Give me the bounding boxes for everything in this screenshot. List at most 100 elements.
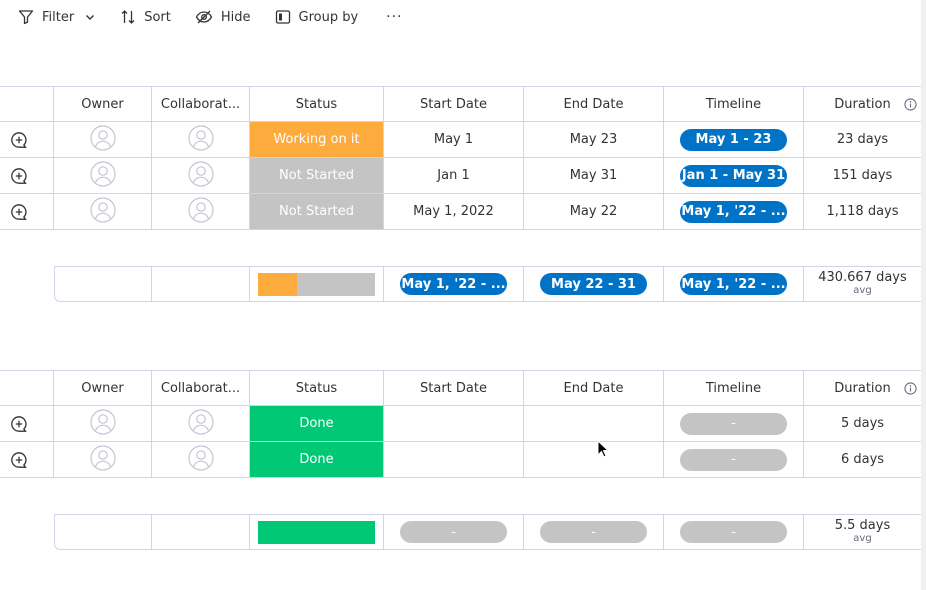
info-icon[interactable] (904, 382, 917, 395)
status-bar-segment[interactable] (296, 272, 375, 296)
status-label[interactable]: Done (250, 442, 383, 477)
scrollbar-track[interactable] (921, 0, 926, 590)
collaborators-cell[interactable] (152, 122, 250, 158)
status-bar-segment[interactable] (258, 520, 375, 544)
timeline-cell[interactable]: May 1 - 23 (664, 122, 804, 158)
summary-end-date[interactable]: May 22 - 31 (524, 266, 664, 302)
add-update-icon[interactable] (10, 415, 28, 433)
timeline-pill[interactable]: May 1 - 23 (680, 128, 787, 151)
sort-button[interactable]: Sort (120, 9, 171, 25)
add-update-cell[interactable] (0, 122, 54, 158)
status-cell[interactable]: Not Started (250, 158, 384, 194)
table-row[interactable]: Done -5 days (0, 406, 921, 442)
add-update-cell[interactable] (0, 194, 54, 230)
summary-timeline[interactable]: May 1, '22 - ... (664, 266, 804, 302)
summary-timeline-pill[interactable]: May 1, '22 - ... (680, 273, 787, 295)
status-distribution-bar[interactable] (258, 272, 375, 296)
summary-status[interactable] (250, 514, 384, 550)
start-date-cell[interactable] (384, 406, 524, 442)
collaborator-avatar-icon[interactable] (187, 160, 214, 191)
header-end-date[interactable]: End Date (524, 370, 664, 406)
header-owner[interactable]: Owner (54, 86, 152, 122)
collaborators-cell[interactable] (152, 158, 250, 194)
owner-cell[interactable] (54, 406, 152, 442)
start-date-cell[interactable]: Jan 1 (384, 158, 524, 194)
hide-button[interactable]: Hide (195, 9, 251, 25)
timeline-pill[interactable]: - (680, 412, 787, 435)
add-update-icon[interactable] (10, 451, 28, 469)
header-collaborators[interactable]: Collaborat... (152, 370, 250, 406)
header-start-date[interactable]: Start Date (384, 86, 524, 122)
end-date-cell[interactable]: May 22 (524, 194, 664, 230)
info-icon[interactable] (904, 98, 917, 111)
collaborator-avatar-icon[interactable] (187, 408, 214, 439)
summary-timeline-pill[interactable]: - (680, 521, 787, 543)
table-row[interactable]: Done -6 days (0, 442, 921, 478)
owner-avatar-icon[interactable] (89, 196, 116, 227)
start-date-cell[interactable] (384, 442, 524, 478)
summary-start-pill[interactable]: - (400, 521, 507, 543)
summary-end-date[interactable]: - (524, 514, 664, 550)
owner-avatar-icon[interactable] (89, 124, 116, 155)
summary-end-pill[interactable]: - (540, 521, 647, 543)
timeline-cell[interactable]: Jan 1 - May 31 (664, 158, 804, 194)
end-date-cell[interactable] (524, 406, 664, 442)
owner-cell[interactable] (54, 158, 152, 194)
collaborator-avatar-icon[interactable] (187, 196, 214, 227)
collaborators-cell[interactable] (152, 194, 250, 230)
end-date-cell[interactable] (524, 442, 664, 478)
timeline-pill[interactable]: May 1, '22 - ... (680, 200, 787, 223)
timeline-pill[interactable]: - (680, 448, 787, 471)
status-cell[interactable]: Working on it (250, 122, 384, 158)
header-duration[interactable]: Duration (804, 370, 921, 406)
table-row[interactable]: Not Started Jan 1 May 31 Jan 1 - May 31 151 … (0, 158, 921, 194)
add-update-cell[interactable] (0, 442, 54, 478)
add-update-icon[interactable] (10, 167, 28, 185)
owner-avatar-icon[interactable] (89, 408, 116, 439)
collaborator-avatar-icon[interactable] (187, 124, 214, 155)
owner-avatar-icon[interactable] (89, 444, 116, 475)
status-cell[interactable]: Done (250, 406, 384, 442)
add-update-cell[interactable] (0, 406, 54, 442)
more-actions-button[interactable]: ··· (386, 9, 403, 25)
owner-avatar-icon[interactable] (89, 160, 116, 191)
timeline-cell[interactable]: - (664, 442, 804, 478)
collaborators-cell[interactable] (152, 442, 250, 478)
timeline-cell[interactable]: - (664, 406, 804, 442)
group-by-button[interactable]: Group by (275, 9, 358, 25)
header-status[interactable]: Status (250, 86, 384, 122)
add-update-icon[interactable] (10, 131, 28, 149)
summary-start-pill[interactable]: May 1, '22 - ... (400, 273, 507, 295)
status-cell[interactable]: Not Started (250, 194, 384, 230)
status-distribution-bar[interactable] (258, 520, 375, 544)
status-label[interactable]: Not Started (250, 158, 383, 193)
status-bar-segment[interactable] (258, 272, 297, 296)
table-row[interactable]: Not Started May 1, 2022 May 22 May 1, '22 -… (0, 194, 921, 230)
end-date-cell[interactable]: May 31 (524, 158, 664, 194)
start-date-cell[interactable]: May 1 (384, 122, 524, 158)
header-timeline[interactable]: Timeline (664, 370, 804, 406)
collaborator-avatar-icon[interactable] (187, 444, 214, 475)
timeline-cell[interactable]: May 1, '22 - ... (664, 194, 804, 230)
status-label[interactable]: Working on it (250, 122, 383, 157)
summary-start-date[interactable]: May 1, '22 - ... (384, 266, 524, 302)
header-collaborators[interactable]: Collaborat... (152, 86, 250, 122)
status-cell[interactable]: Done (250, 442, 384, 478)
summary-timeline[interactable]: - (664, 514, 804, 550)
summary-end-pill[interactable]: May 22 - 31 (540, 273, 647, 295)
collaborators-cell[interactable] (152, 406, 250, 442)
start-date-cell[interactable]: May 1, 2022 (384, 194, 524, 230)
filter-button[interactable]: Filter (18, 9, 96, 25)
status-label[interactable]: Done (250, 406, 383, 441)
timeline-pill[interactable]: Jan 1 - May 31 (680, 164, 787, 187)
summary-status[interactable] (250, 266, 384, 302)
owner-cell[interactable] (54, 122, 152, 158)
end-date-cell[interactable]: May 23 (524, 122, 664, 158)
header-start-date[interactable]: Start Date (384, 370, 524, 406)
header-end-date[interactable]: End Date (524, 86, 664, 122)
header-timeline[interactable]: Timeline (664, 86, 804, 122)
owner-cell[interactable] (54, 442, 152, 478)
table-row[interactable]: Working on it May 1 May 23 May 1 - 23 23 day… (0, 122, 921, 158)
add-update-cell[interactable] (0, 158, 54, 194)
owner-cell[interactable] (54, 194, 152, 230)
